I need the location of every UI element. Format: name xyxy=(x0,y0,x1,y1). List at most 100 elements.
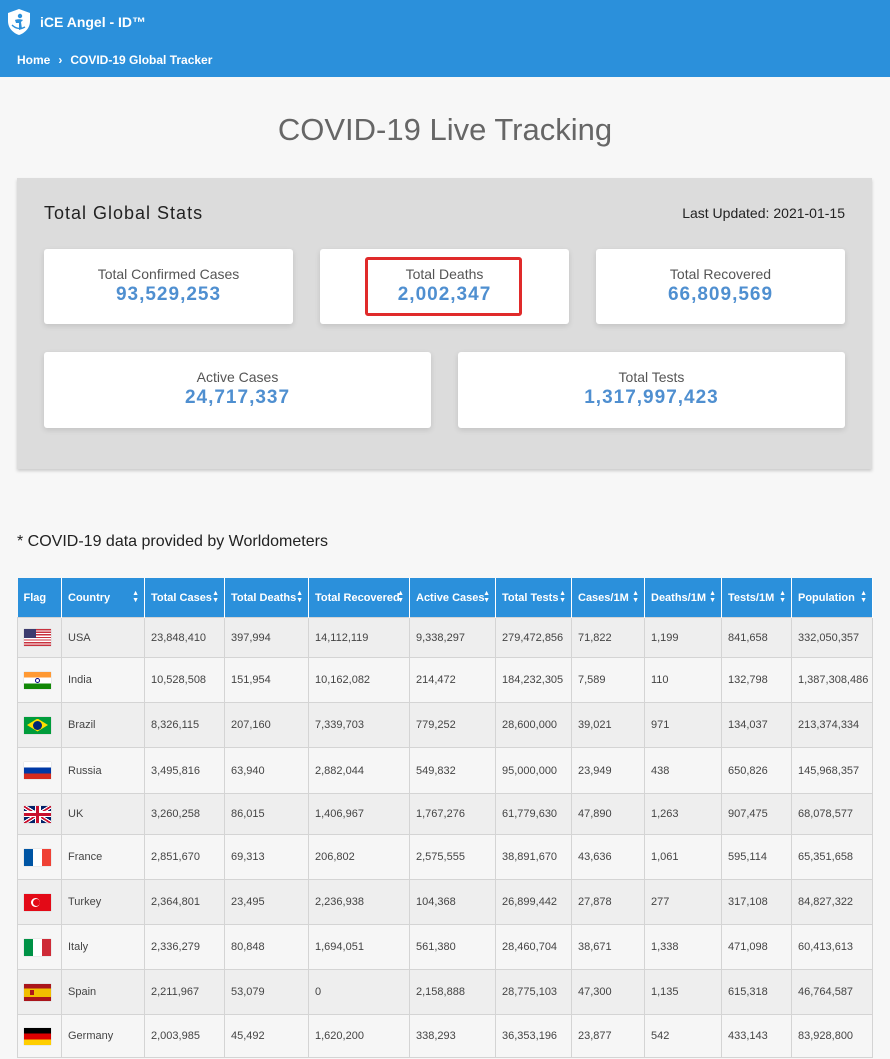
column-header-total-recovered[interactable]: Total Recovered ▲ ▼ xyxy=(308,578,410,618)
cell-total-deaths: 86,015 xyxy=(224,793,309,835)
cell-total-cases: 2,364,801 xyxy=(144,879,225,925)
sort-arrows-icon[interactable]: ▲ ▼ xyxy=(709,590,716,604)
flag-cell xyxy=(17,793,62,835)
cell-total-recovered: 2,882,044 xyxy=(308,747,410,794)
cell-tests-1m: 132,798 xyxy=(721,657,792,703)
cell-total-recovered: 10,162,082 xyxy=(308,657,410,703)
cell-total-tests: 36,353,196 xyxy=(495,1014,572,1058)
column-header-deaths-1m[interactable]: Deaths/1M ▲ ▼ xyxy=(644,578,722,618)
column-header-country[interactable]: Country ▲ ▼ xyxy=(61,578,145,618)
table-row: Turkey 2,364,801 23,495 2,236,938 104,368 26,… xyxy=(17,879,873,925)
cell-tests-1m: 650,826 xyxy=(721,747,792,794)
column-header-label: Population xyxy=(798,591,855,604)
cell-total-cases: 2,211,967 xyxy=(144,969,225,1015)
cell-total-recovered: 1,406,967 xyxy=(308,793,410,835)
cell-country: Spain xyxy=(61,969,145,1015)
cell-total-cases: 2,336,279 xyxy=(144,924,225,970)
table-row: Germany 2,003,985 45,492 1,620,200 338,293 36… xyxy=(17,1014,873,1058)
cell-total-tests: 28,600,000 xyxy=(495,702,572,748)
flag-cell xyxy=(17,702,62,748)
column-header-total-cases[interactable]: Total Cases ▲ ▼ xyxy=(144,578,225,618)
cell-country: Italy xyxy=(61,924,145,970)
flag-cell xyxy=(17,924,62,970)
cell-active-cases: 104,368 xyxy=(409,879,496,925)
flag-france-icon xyxy=(24,848,51,866)
table-row: Italy 2,336,279 80,848 1,694,051 561,380 28,4… xyxy=(17,924,873,970)
cell-cases-1m: 47,300 xyxy=(571,969,645,1015)
cell-country: Turkey xyxy=(61,879,145,925)
chevron-right-icon: › xyxy=(58,53,63,67)
flag-turkey-icon xyxy=(24,893,51,911)
cell-tests-1m: 317,108 xyxy=(721,879,792,925)
cell-total-deaths: 80,848 xyxy=(224,924,309,970)
sort-arrows-icon[interactable]: ▲ ▼ xyxy=(559,590,566,604)
cell-deaths-1m: 1,263 xyxy=(644,793,722,835)
cell-total-cases: 23,848,410 xyxy=(144,617,225,658)
cell-total-recovered: 7,339,703 xyxy=(308,702,410,748)
column-header-flag[interactable]: Flag xyxy=(17,578,62,618)
cell-total-cases: 3,495,816 xyxy=(144,747,225,794)
table-row: USA 23,848,410 397,994 14,112,119 9,338,297 2… xyxy=(17,617,873,658)
stat-label: Active Cases xyxy=(196,369,279,385)
column-header-label: Active Cases xyxy=(416,591,485,604)
flag-russia-icon xyxy=(24,762,51,779)
sort-arrows-icon[interactable]: ▲ ▼ xyxy=(296,590,303,604)
cell-deaths-1m: 1,061 xyxy=(644,834,722,880)
sort-arrows-icon[interactable]: ▲ ▼ xyxy=(132,590,139,604)
cell-cases-1m: 71,822 xyxy=(571,617,645,658)
cell-active-cases: 779,252 xyxy=(409,702,496,748)
flag-brazil-icon xyxy=(24,716,51,734)
column-header-active-cases[interactable]: Active Cases ▲ ▼ xyxy=(409,578,496,618)
cell-country: UK xyxy=(61,793,145,835)
column-header-label: Total Tests xyxy=(502,591,559,604)
cell-deaths-1m: 277 xyxy=(644,879,722,925)
cell-country: USA xyxy=(61,617,145,658)
column-header-total-deaths[interactable]: Total Deaths ▲ ▼ xyxy=(224,578,309,618)
cell-total-tests: 26,899,442 xyxy=(495,879,572,925)
flag-cell xyxy=(17,657,62,703)
sort-arrows-icon[interactable]: ▲ ▼ xyxy=(779,590,786,604)
sort-arrows-icon[interactable]: ▲ ▼ xyxy=(860,590,867,604)
sort-arrows-icon[interactable]: ▲ ▼ xyxy=(483,590,490,604)
stat-value: 2,002,347 xyxy=(397,284,492,305)
cell-tests-1m: 134,037 xyxy=(721,702,792,748)
cell-total-deaths: 397,994 xyxy=(224,617,309,658)
global-stats-panel: Total Global Stats Last Updated: 2021-01-… xyxy=(17,178,872,469)
cell-total-deaths: 69,313 xyxy=(224,834,309,880)
sort-arrows-icon[interactable]: ▲ ▼ xyxy=(397,590,404,604)
stat-value: 1,317,997,423 xyxy=(584,387,719,408)
column-header-cases-1m[interactable]: Cases/1M ▲ ▼ xyxy=(571,578,645,618)
stat-card-confirmed: Total Confirmed Cases 93,529,253 xyxy=(44,249,293,324)
cell-total-recovered: 1,620,200 xyxy=(308,1014,410,1058)
cell-total-cases: 10,528,508 xyxy=(144,657,225,703)
column-header-label: Tests/1M xyxy=(728,591,775,604)
column-header-tests-1m[interactable]: Tests/1M ▲ ▼ xyxy=(721,578,792,618)
column-header-total-tests[interactable]: Total Tests ▲ ▼ xyxy=(495,578,572,618)
flag-cell xyxy=(17,879,62,925)
cell-population: 65,351,658 xyxy=(791,834,873,880)
cell-total-tests: 61,779,630 xyxy=(495,793,572,835)
sort-arrows-icon[interactable]: ▲ ▼ xyxy=(212,590,219,604)
stat-label: Total Tests xyxy=(618,369,685,385)
cell-cases-1m: 7,589 xyxy=(571,657,645,703)
flag-germany-icon xyxy=(24,1027,51,1045)
flag-india-icon xyxy=(24,671,51,689)
cell-tests-1m: 907,475 xyxy=(721,793,792,835)
cell-population: 145,968,357 xyxy=(791,747,873,794)
table-row: Russia 3,495,816 63,940 2,882,044 549,832 95,… xyxy=(17,747,873,794)
brand[interactable]: iCE Angel - ID™ xyxy=(6,6,146,38)
cell-country: France xyxy=(61,834,145,880)
table-row: Spain 2,211,967 53,079 0 2,158,888 28,775,103… xyxy=(17,969,873,1015)
last-updated-date: 2021-01-15 xyxy=(773,205,845,221)
column-header-population[interactable]: Population ▲ ▼ xyxy=(791,578,873,618)
cell-active-cases: 338,293 xyxy=(409,1014,496,1058)
column-header-label: Total Deaths xyxy=(231,591,297,604)
sort-arrows-icon[interactable]: ▲ ▼ xyxy=(632,590,639,604)
cell-population: 332,050,357 xyxy=(791,617,873,658)
cell-active-cases: 214,472 xyxy=(409,657,496,703)
cell-total-tests: 279,472,856 xyxy=(495,617,572,658)
column-header-label: Total Cases xyxy=(151,591,212,604)
breadcrumb-home-link[interactable]: Home xyxy=(17,53,51,67)
cell-cases-1m: 23,877 xyxy=(571,1014,645,1058)
app-title: iCE Angel - ID™ xyxy=(40,14,147,30)
